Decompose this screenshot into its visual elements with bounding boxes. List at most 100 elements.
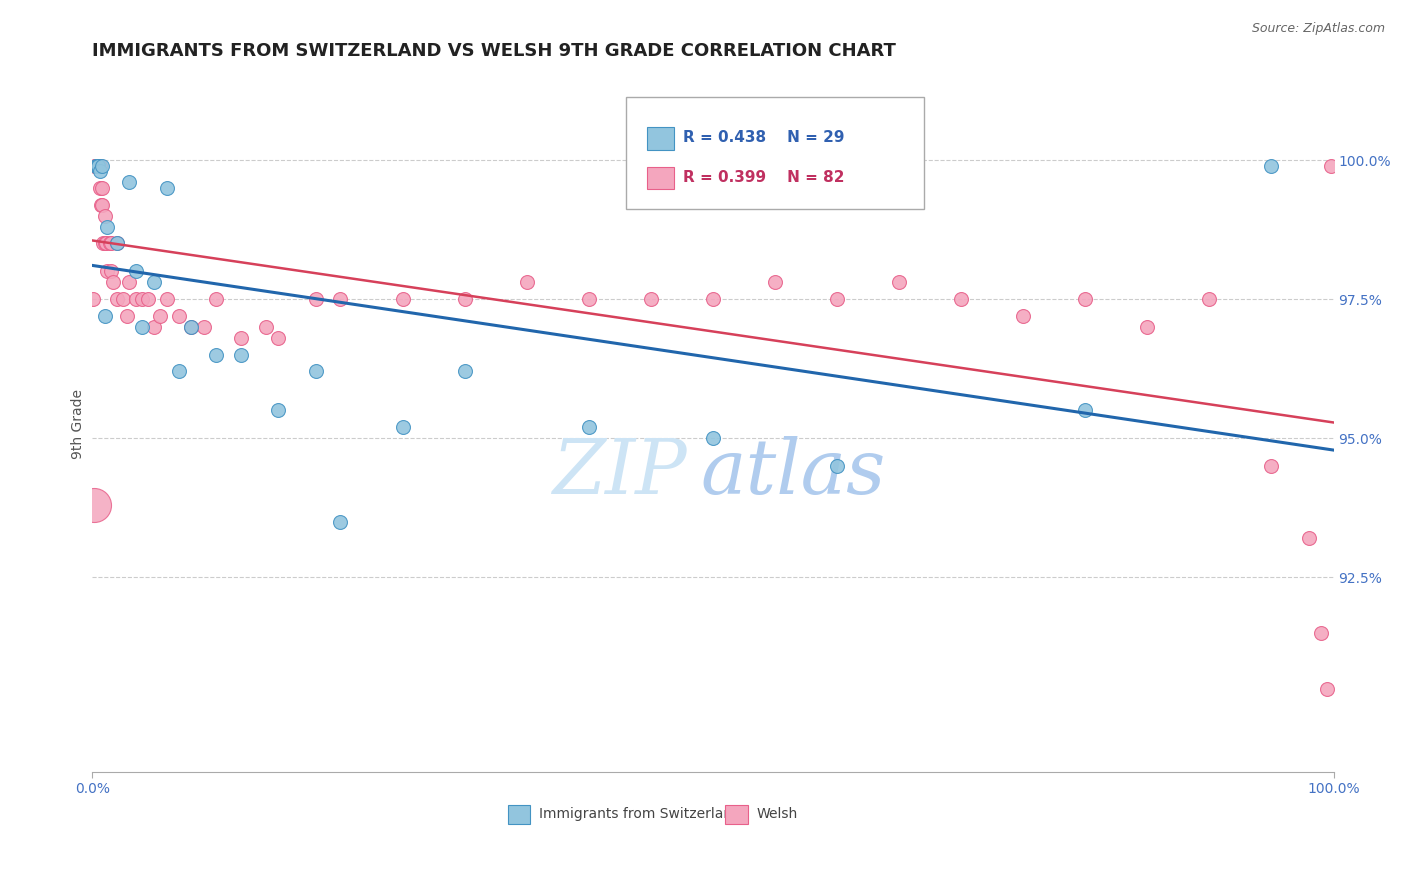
Text: ZIP: ZIP <box>554 436 688 510</box>
Point <box>91 197 114 211</box>
Text: Immigrants from Switzerland: Immigrants from Switzerland <box>538 806 741 821</box>
Point <box>1310 626 1333 640</box>
Point <box>763 276 786 290</box>
Point <box>1316 681 1339 696</box>
Point <box>205 348 228 362</box>
Point <box>1012 309 1035 323</box>
Point <box>825 292 848 306</box>
Point <box>84 159 107 173</box>
Point <box>167 309 190 323</box>
Point <box>87 159 110 173</box>
Text: R = 0.399    N = 82: R = 0.399 N = 82 <box>683 169 845 185</box>
Point <box>105 236 128 251</box>
Point <box>1320 159 1343 173</box>
Point <box>96 219 118 234</box>
Point <box>1260 458 1282 473</box>
Point <box>103 276 125 290</box>
Text: Source: ZipAtlas.com: Source: ZipAtlas.com <box>1251 22 1385 36</box>
Point <box>87 159 110 173</box>
Point <box>105 292 128 306</box>
Point <box>254 320 277 334</box>
Point <box>87 159 110 173</box>
Point <box>136 292 159 306</box>
FancyBboxPatch shape <box>647 167 675 189</box>
Point <box>89 164 111 178</box>
Y-axis label: 9th Grade: 9th Grade <box>72 389 86 459</box>
Point <box>1298 531 1320 545</box>
Point <box>516 276 538 290</box>
Point <box>91 159 114 173</box>
Point <box>231 331 253 345</box>
Point <box>950 292 973 306</box>
Point <box>98 236 121 251</box>
Point <box>84 159 107 173</box>
Point <box>167 364 190 378</box>
Point <box>391 420 413 434</box>
Point <box>205 292 228 306</box>
Point <box>93 236 115 251</box>
Point <box>94 236 117 251</box>
Point <box>89 181 111 195</box>
Point <box>149 309 172 323</box>
Point <box>825 458 848 473</box>
Point <box>86 159 108 173</box>
Point <box>96 264 118 278</box>
Point <box>112 292 135 306</box>
Point <box>93 209 115 223</box>
Point <box>100 264 122 278</box>
Point <box>180 320 202 334</box>
Point <box>89 159 111 173</box>
Point <box>87 159 110 173</box>
Point <box>86 159 108 173</box>
FancyBboxPatch shape <box>725 805 748 824</box>
Point <box>578 292 600 306</box>
Point <box>1136 320 1159 334</box>
Point <box>83 159 105 173</box>
Point <box>1198 292 1220 306</box>
Point <box>391 292 413 306</box>
Point <box>180 320 202 334</box>
FancyBboxPatch shape <box>626 97 924 209</box>
Point <box>304 292 326 306</box>
Point <box>100 236 122 251</box>
Point <box>453 292 475 306</box>
Point <box>105 236 128 251</box>
Point <box>267 403 290 417</box>
Point <box>87 159 110 173</box>
Text: R = 0.438    N = 29: R = 0.438 N = 29 <box>683 130 845 145</box>
Point <box>115 309 138 323</box>
Point <box>231 348 253 362</box>
Point <box>640 292 662 306</box>
Point <box>329 515 352 529</box>
Point <box>1074 292 1097 306</box>
Point <box>124 292 146 306</box>
Point <box>578 420 600 434</box>
Point <box>156 292 179 306</box>
Point <box>453 364 475 378</box>
Point <box>1074 403 1097 417</box>
Point <box>93 236 115 251</box>
Text: IMMIGRANTS FROM SWITZERLAND VS WELSH 9TH GRADE CORRELATION CHART: IMMIGRANTS FROM SWITZERLAND VS WELSH 9TH… <box>93 42 896 60</box>
FancyBboxPatch shape <box>647 128 675 150</box>
Point <box>702 292 724 306</box>
FancyBboxPatch shape <box>508 805 530 824</box>
Point <box>702 431 724 445</box>
Point <box>143 320 166 334</box>
Point <box>329 292 352 306</box>
Point <box>156 181 179 195</box>
Point <box>131 292 153 306</box>
Point <box>304 364 326 378</box>
Point <box>83 498 105 512</box>
Point <box>267 331 290 345</box>
Point <box>1260 159 1282 173</box>
Point <box>193 320 215 334</box>
Point <box>82 292 104 306</box>
Point <box>87 159 110 173</box>
Text: atlas: atlas <box>700 436 886 510</box>
Point <box>131 320 153 334</box>
Point <box>90 197 112 211</box>
Point <box>93 309 115 323</box>
Point <box>143 276 166 290</box>
Point <box>83 159 105 173</box>
Point <box>118 276 141 290</box>
